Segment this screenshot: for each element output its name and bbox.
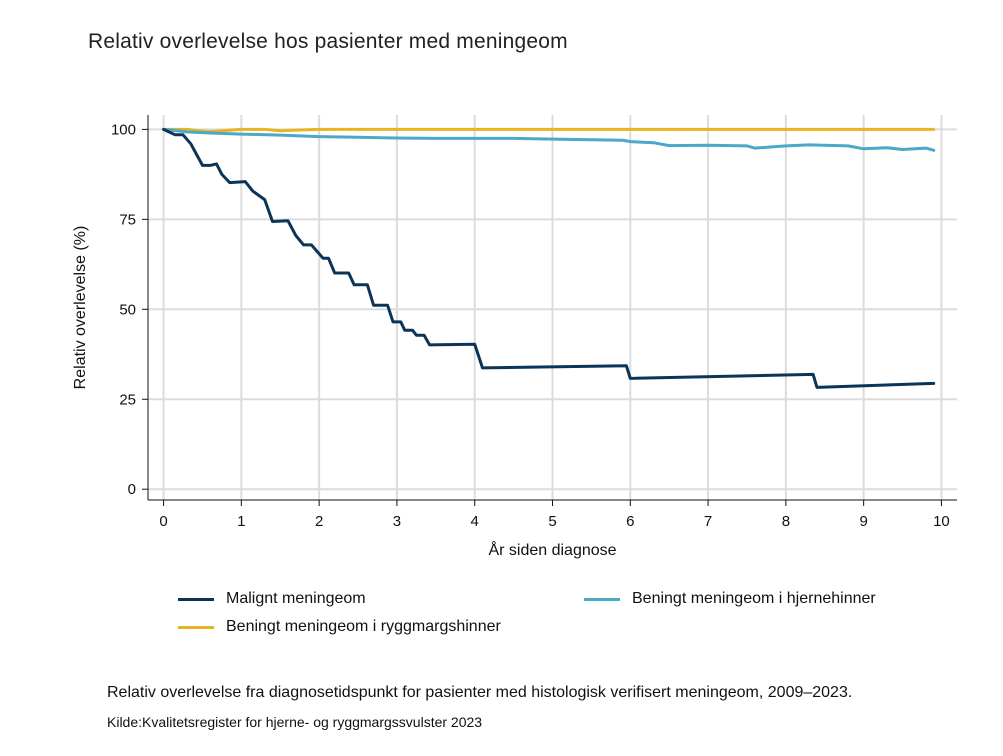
source-note: Kilde:Kvalitetsregister for hjerne- og r… [107,714,483,730]
legend-label-malignt: Malignt meningeom [226,590,366,607]
x-tick-label: 9 [859,513,867,530]
y-tick-label: 25 [119,391,136,408]
x-tick-label: 5 [548,513,556,530]
legend-item-ryggmargshinner: Beningt meningeom i ryggmargshinner [178,618,501,636]
x-tick-label: 2 [315,513,323,530]
x-tick-label: 6 [626,513,634,530]
chart-title: Relativ overlevelse hos pasienter med me… [88,30,568,53]
series-line-1 [162,127,936,152]
legend-item-hjernehinner: Beningt meningeom i hjernehinner [584,590,876,608]
y-tick-label: 0 [128,481,136,498]
y-axis-title: Relativ overlevelse (%) [72,226,89,390]
x-tick-label: 4 [471,513,479,530]
x-tick-label: 0 [159,513,167,530]
x-axis-title: År siden diagnose [488,540,616,559]
x-tick-label: 8 [782,513,790,530]
x-tick-label: 1 [237,513,245,530]
x-tick-label: 3 [393,513,401,530]
grid-lines [148,115,957,500]
axes [142,115,957,506]
y-tick-label: 50 [119,301,136,318]
legend-label-ryggmargshinner: Beningt meningeom i ryggmargshinner [226,618,501,635]
figure-caption: Relativ overlevelse fra diagnosetidspunk… [107,684,853,701]
x-tick-label: 7 [704,513,712,530]
x-tick-label: 10 [933,513,950,530]
legend-label-hjernehinner: Beningt meningeom i hjernehinner [632,590,876,607]
y-tick-label: 100 [111,121,136,138]
legend-swatch-hjernehinner [584,597,620,601]
legend-swatch-malignt [178,597,214,601]
series-line-2 [162,127,936,134]
legend-item-malignt: Malignt meningeom [178,590,366,608]
series-line-0 [162,127,936,389]
legend-swatch-ryggmargshinner [178,625,214,629]
series-lines [162,127,936,389]
y-tick-label: 75 [119,211,136,228]
